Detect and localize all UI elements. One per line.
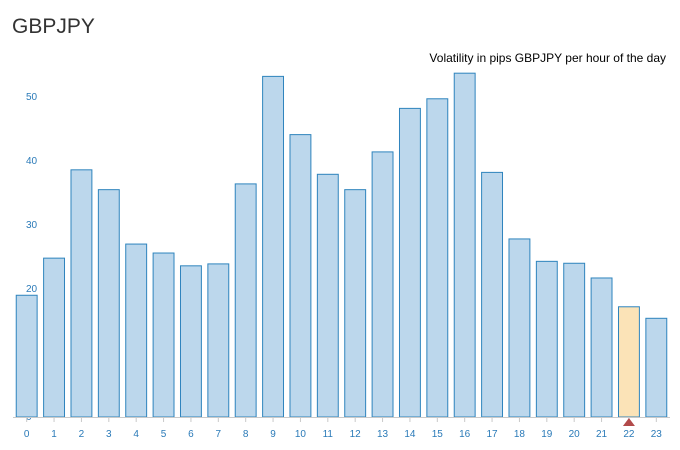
- x-tick-label: 7: [216, 429, 222, 440]
- x-tick-label: 14: [404, 429, 416, 440]
- bar[interactable]: [371, 151, 394, 418]
- bar[interactable]: [563, 262, 586, 418]
- bar[interactable]: [481, 171, 504, 418]
- x-tick-label: 11: [323, 429, 334, 440]
- y-tick-label: 40: [26, 156, 38, 167]
- bar[interactable]: [97, 189, 120, 418]
- x-tick-label: 1: [51, 429, 57, 440]
- bar[interactable]: [426, 98, 449, 418]
- x-tick-label: 8: [243, 429, 249, 440]
- bars: [15, 72, 668, 418]
- bar-highlighted[interactable]: [617, 306, 640, 418]
- x-tick-label: 22: [623, 429, 635, 440]
- x-tick-label: 6: [188, 429, 194, 440]
- x-tick-label: 2: [79, 429, 85, 440]
- x-tick-label: 4: [133, 429, 139, 440]
- bar[interactable]: [508, 238, 531, 418]
- bar[interactable]: [289, 134, 312, 418]
- x-tick-label: 19: [541, 429, 553, 440]
- x-tick-label: 23: [651, 429, 663, 440]
- bar[interactable]: [316, 173, 339, 418]
- bar[interactable]: [262, 75, 285, 418]
- bar[interactable]: [453, 72, 476, 418]
- bar[interactable]: [234, 183, 257, 418]
- x-tick-label: 20: [569, 429, 581, 440]
- bar[interactable]: [179, 265, 202, 418]
- x-tick-label: 12: [350, 429, 362, 440]
- current-hour-marker-icon: [622, 418, 635, 426]
- x-tick-label: 15: [432, 429, 444, 440]
- x-tick-label: 17: [487, 429, 499, 440]
- page-title: GBPJPY: [12, 15, 95, 38]
- bar[interactable]: [535, 260, 558, 418]
- bar[interactable]: [15, 294, 38, 418]
- x-tick-label: 21: [596, 429, 608, 440]
- x-tick-label: 5: [161, 429, 167, 440]
- x-tick-label: 18: [514, 429, 526, 440]
- bar[interactable]: [125, 243, 148, 418]
- bar[interactable]: [344, 189, 367, 418]
- bar[interactable]: [645, 317, 668, 418]
- y-tick-label: 30: [26, 220, 38, 231]
- chart-subtitle: Volatility in pips GBPJPY per hour of th…: [429, 51, 666, 65]
- x-tick-label: 9: [270, 429, 276, 440]
- x-tick-label: 13: [377, 429, 389, 440]
- x-tick-label: 3: [106, 429, 112, 440]
- x-tick-label: 16: [459, 429, 471, 440]
- bar[interactable]: [398, 107, 421, 418]
- x-axis: 0 1 2 3 4 5 6 7 8 9 10 11 12 13 14 15 16 17 18 19 20 21 22 23: [13, 417, 670, 440]
- bar[interactable]: [43, 257, 66, 418]
- bar[interactable]: [590, 277, 613, 418]
- y-tick-label: 50: [26, 92, 38, 103]
- x-tick-label: 10: [295, 429, 307, 440]
- y-tick-label: 20: [26, 284, 38, 295]
- x-tick-label: 0: [24, 429, 30, 440]
- bar[interactable]: [207, 263, 230, 418]
- bar[interactable]: [152, 252, 175, 418]
- bar[interactable]: [70, 169, 93, 418]
